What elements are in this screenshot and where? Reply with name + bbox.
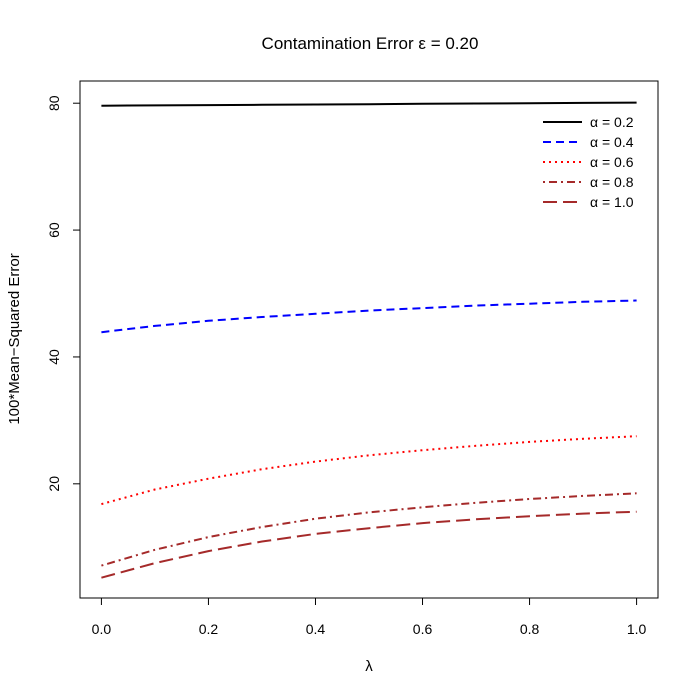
legend-label: α = 0.2 bbox=[590, 114, 634, 130]
series-line bbox=[101, 299, 637, 334]
y-tick-label: 40 bbox=[46, 349, 62, 365]
legend-label: α = 1.0 bbox=[590, 194, 634, 210]
x-tick-label: 0.4 bbox=[306, 621, 326, 637]
y-axis: 20 40 60 80 bbox=[46, 95, 81, 492]
x-tick-label: 1.0 bbox=[627, 621, 647, 637]
series-line bbox=[101, 435, 637, 506]
x-axis-label: λ bbox=[365, 658, 373, 675]
legend-label: α = 0.6 bbox=[590, 154, 634, 170]
series-layer bbox=[101, 101, 637, 579]
y-tick-label: 60 bbox=[46, 222, 62, 238]
series-line bbox=[101, 510, 637, 579]
y-axis-label: 100*Mean−Squared Error bbox=[6, 253, 23, 424]
y-tick-label: 80 bbox=[46, 95, 62, 111]
series-line bbox=[101, 492, 637, 567]
chart-title: Contamination Error ε = 0.20 bbox=[262, 34, 479, 53]
x-tick-label: 0.0 bbox=[92, 621, 112, 637]
x-tick-label: 0.6 bbox=[413, 621, 433, 637]
x-tick-label: 0.2 bbox=[199, 621, 219, 637]
legend: α = 0.2 α = 0.4 α = 0.6 α = 0.8 α = 1.0 bbox=[543, 114, 634, 210]
series-line bbox=[101, 101, 637, 107]
x-tick-label: 0.8 bbox=[520, 621, 540, 637]
plot-area bbox=[79, 80, 659, 599]
legend-label: α = 0.8 bbox=[590, 174, 634, 190]
legend-label: α = 0.4 bbox=[590, 134, 634, 150]
y-tick-label: 20 bbox=[46, 476, 62, 492]
x-axis: 0.0 0.2 0.4 0.6 0.8 1.0 bbox=[92, 597, 647, 637]
